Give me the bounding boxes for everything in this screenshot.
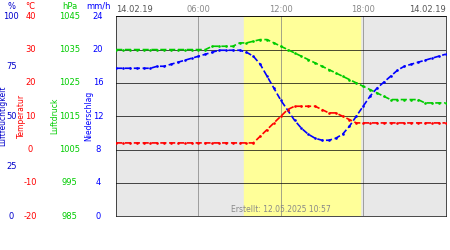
- Text: Luftfeuchtigkeit: Luftfeuchtigkeit: [0, 86, 7, 146]
- Text: 100: 100: [4, 12, 19, 21]
- Text: 1015: 1015: [59, 112, 80, 121]
- Bar: [244, 16, 360, 216]
- Text: 0: 0: [9, 212, 14, 221]
- Text: °C: °C: [26, 2, 36, 11]
- Text: 20: 20: [25, 78, 36, 88]
- Text: 18:00: 18:00: [351, 5, 375, 14]
- Text: Temperatur: Temperatur: [17, 94, 26, 138]
- Text: 30: 30: [25, 45, 36, 54]
- Text: 12: 12: [93, 112, 104, 121]
- Text: 25: 25: [6, 162, 17, 171]
- Text: 14.02.19: 14.02.19: [116, 5, 153, 14]
- Text: 995: 995: [62, 178, 77, 188]
- Text: Erstellt: 12.05.2025 10:57: Erstellt: 12.05.2025 10:57: [231, 205, 331, 214]
- Text: 20: 20: [93, 45, 104, 54]
- Text: 985: 985: [62, 212, 78, 221]
- Text: 14.02.19: 14.02.19: [409, 5, 446, 14]
- Text: 75: 75: [6, 62, 17, 71]
- Text: %: %: [7, 2, 15, 11]
- Text: 1005: 1005: [59, 145, 80, 154]
- Text: 06:00: 06:00: [186, 5, 211, 14]
- Text: Niederschlag: Niederschlag: [85, 91, 94, 142]
- Text: 0: 0: [95, 212, 101, 221]
- Text: 16: 16: [93, 78, 104, 88]
- Text: 1045: 1045: [59, 12, 80, 21]
- Text: -20: -20: [24, 212, 37, 221]
- Text: 12:00: 12:00: [269, 5, 292, 14]
- Text: 1025: 1025: [59, 78, 80, 88]
- Text: 50: 50: [6, 112, 17, 121]
- Text: 0: 0: [28, 145, 33, 154]
- Text: 10: 10: [25, 112, 36, 121]
- Text: Luftdruck: Luftdruck: [50, 98, 59, 134]
- Text: 40: 40: [25, 12, 36, 21]
- Text: mm/h: mm/h: [86, 2, 110, 11]
- Text: 8: 8: [95, 145, 101, 154]
- Text: 1035: 1035: [59, 45, 80, 54]
- Text: hPa: hPa: [62, 2, 77, 11]
- Text: 24: 24: [93, 12, 104, 21]
- Text: -10: -10: [24, 178, 37, 188]
- Text: 4: 4: [95, 178, 101, 188]
